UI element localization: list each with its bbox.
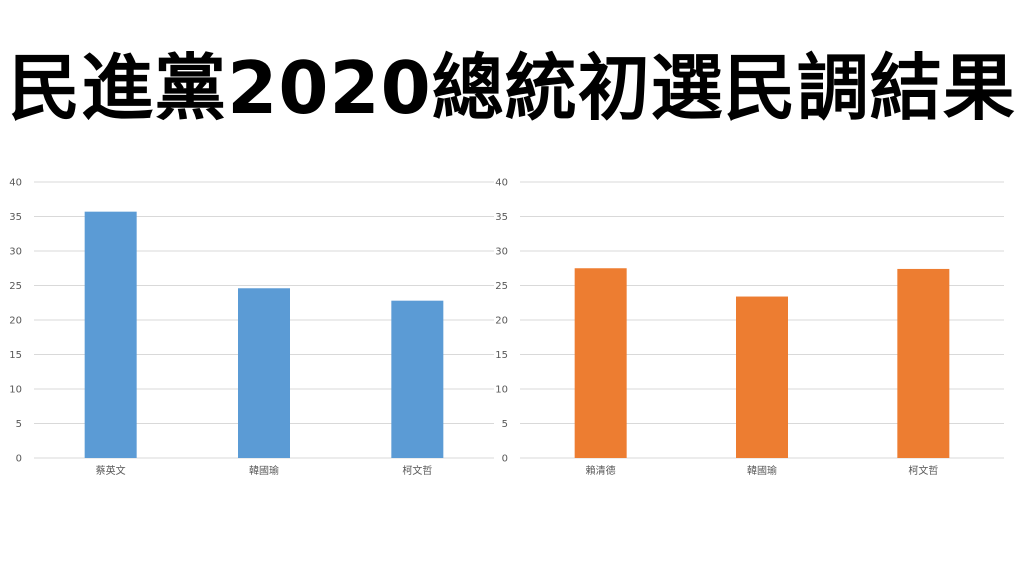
bar-chart-left: 0 5 10 15 20 25 30 35 40 蔡英文 韓國瑜 柯文哲 [0,170,510,490]
bar-1-2 [897,268,950,458]
y-tick-label: 10 [9,385,22,396]
y-tick-label: 30 [495,247,508,258]
bar-1-0 [574,268,627,458]
y-tick-label: 0 [16,454,22,465]
y-tick-label: 25 [495,281,508,292]
y-tick-label: 5 [502,419,508,430]
x-category-label: 韓國瑜 [249,464,279,477]
x-category-label: 蔡英文 [96,464,126,477]
y-tick-label: 40 [9,178,22,189]
bar-chart-right: 0 5 10 15 20 25 30 35 40 賴清德 韓國瑜 柯文哲 [490,170,1004,490]
bar-chart-left-svg: 0 5 10 15 20 25 30 35 40 蔡英文 韓國瑜 柯文哲 [9,178,494,477]
y-tick-label: 30 [9,247,22,258]
y-tick-label: 35 [495,212,508,223]
x-category-label: 賴清德 [586,464,616,477]
bar-0-2 [391,300,444,458]
y-tick-label: 20 [495,316,508,327]
y-tick-label: 35 [9,212,22,223]
x-category-label: 柯文哲 [402,464,432,477]
y-tick-label: 20 [9,316,22,327]
page-title: 民進黨2020總統初選民調結果 [8,46,1016,130]
bar-1-1 [736,296,788,458]
x-category-label: 柯文哲 [908,464,938,477]
y-tick-label: 15 [495,350,508,361]
y-tick-label: 40 [495,178,508,189]
y-tick-label: 0 [502,454,508,465]
bar-0-1 [238,288,290,458]
y-tick-label: 15 [9,350,22,361]
bar-chart-right-svg: 0 5 10 15 20 25 30 35 40 賴清德 韓國瑜 柯文哲 [495,178,1004,477]
y-tick-label: 25 [9,281,22,292]
x-category-label: 韓國瑜 [747,464,777,477]
y-tick-label: 10 [495,385,508,396]
y-tick-label: 5 [16,419,22,430]
bar-0-0 [84,211,137,458]
